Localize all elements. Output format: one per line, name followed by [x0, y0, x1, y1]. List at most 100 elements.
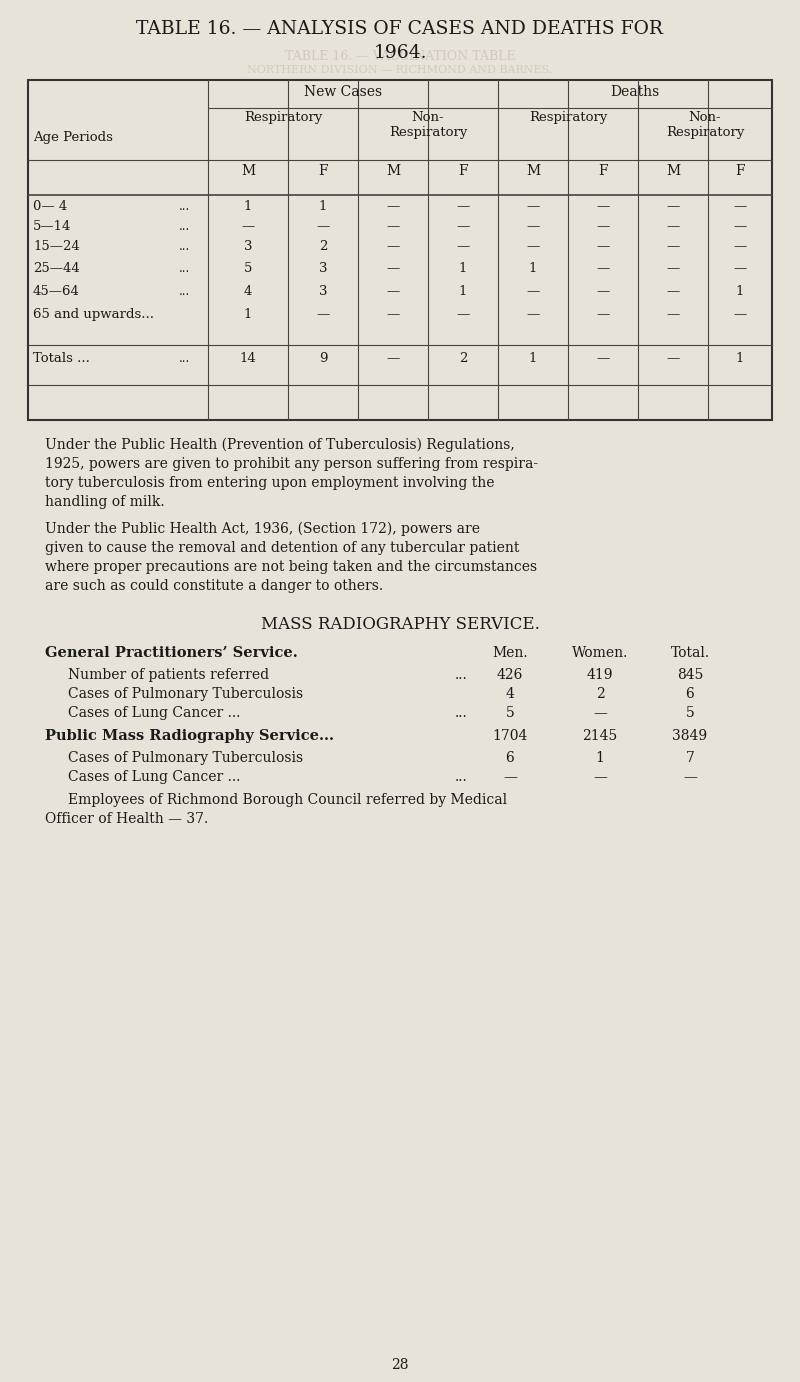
Text: 5: 5	[686, 706, 694, 720]
Text: —: —	[596, 263, 610, 275]
Text: —: —	[596, 352, 610, 365]
Text: F: F	[318, 164, 328, 178]
Text: 15—24: 15—24	[33, 240, 80, 253]
Text: Officer of Health — 37.: Officer of Health — 37.	[45, 813, 208, 826]
Text: —: —	[242, 220, 254, 234]
Text: MASS RADIOGRAPHY SERVICE.: MASS RADIOGRAPHY SERVICE.	[261, 616, 539, 633]
Text: —: —	[526, 200, 540, 213]
Text: Age Periods: Age Periods	[33, 131, 113, 144]
Text: tory tuberculosis from entering upon employment involving the: tory tuberculosis from entering upon emp…	[45, 475, 494, 491]
Text: TABLE 16. — VACCINATION TABLE: TABLE 16. — VACCINATION TABLE	[285, 50, 515, 64]
Text: 5—14: 5—14	[33, 220, 71, 234]
Text: —: —	[386, 200, 400, 213]
Text: Respiratory: Respiratory	[529, 111, 607, 124]
Text: —: —	[526, 240, 540, 253]
Text: 1925, powers are given to prohibit any person suffering from respira-: 1925, powers are given to prohibit any p…	[45, 457, 538, 471]
Text: Employees of Richmond Borough Council referred by Medical: Employees of Richmond Borough Council re…	[68, 793, 507, 807]
Text: —: —	[734, 240, 746, 253]
Text: 3: 3	[318, 263, 327, 275]
Text: Cases of Pulmonary Tuberculosis: Cases of Pulmonary Tuberculosis	[68, 687, 303, 701]
Text: —: —	[666, 220, 680, 234]
Text: M: M	[666, 164, 680, 178]
Text: ...: ...	[455, 668, 468, 681]
Text: M: M	[241, 164, 255, 178]
Text: —: —	[666, 200, 680, 213]
Text: where proper precautions are not being taken and the circumstances: where proper precautions are not being t…	[45, 560, 537, 574]
Text: 426: 426	[497, 668, 523, 681]
Text: —: —	[596, 240, 610, 253]
Text: 7: 7	[686, 750, 694, 766]
Text: —: —	[503, 770, 517, 784]
Text: Totals ...: Totals ...	[33, 352, 90, 365]
Text: 2: 2	[459, 352, 467, 365]
Text: 2: 2	[319, 240, 327, 253]
Text: 1964.: 1964.	[374, 44, 426, 62]
Text: handling of milk.: handling of milk.	[45, 495, 165, 509]
Text: 3: 3	[318, 285, 327, 299]
Text: —: —	[596, 285, 610, 299]
Text: 6: 6	[506, 750, 514, 766]
Text: Total.: Total.	[670, 645, 710, 661]
Text: ...: ...	[178, 220, 190, 234]
Text: ...: ...	[178, 240, 190, 253]
Text: Under the Public Health (Prevention of Tuberculosis) Regulations,: Under the Public Health (Prevention of T…	[45, 438, 514, 452]
Text: —: —	[526, 220, 540, 234]
Text: 1704: 1704	[492, 728, 528, 744]
Text: —: —	[386, 240, 400, 253]
Text: —: —	[316, 220, 330, 234]
Text: 25—44: 25—44	[33, 263, 80, 275]
Text: Deaths: Deaths	[610, 86, 660, 100]
Text: Non-
Respiratory: Non- Respiratory	[666, 111, 744, 140]
Text: 1: 1	[459, 285, 467, 299]
Text: —: —	[386, 352, 400, 365]
Text: General Practitioners’ Service.: General Practitioners’ Service.	[45, 645, 298, 661]
Text: —: —	[734, 263, 746, 275]
Text: 65 and upwards...: 65 and upwards...	[33, 308, 154, 321]
Text: ...: ...	[178, 263, 190, 275]
Text: —: —	[596, 308, 610, 321]
Text: ...: ...	[455, 706, 468, 720]
Text: 1: 1	[459, 263, 467, 275]
Text: —: —	[386, 263, 400, 275]
Text: 4: 4	[244, 285, 252, 299]
Text: 845: 845	[677, 668, 703, 681]
Text: 3849: 3849	[673, 728, 707, 744]
Text: ...: ...	[178, 200, 190, 213]
Text: New Cases: New Cases	[304, 86, 382, 100]
Text: Cases of Lung Cancer ...: Cases of Lung Cancer ...	[68, 770, 240, 784]
Text: 3: 3	[244, 240, 252, 253]
Text: Respiratory: Respiratory	[244, 111, 322, 124]
Text: —: —	[666, 285, 680, 299]
Text: F: F	[735, 164, 745, 178]
Text: —: —	[386, 308, 400, 321]
Text: Under the Public Health Act, 1936, (Section 172), powers are: Under the Public Health Act, 1936, (Sect…	[45, 522, 480, 536]
Text: 1: 1	[736, 285, 744, 299]
Text: Public Mass Radiography Service...: Public Mass Radiography Service...	[45, 728, 334, 744]
Text: 2: 2	[596, 687, 604, 701]
Text: 1: 1	[244, 308, 252, 321]
Text: —: —	[386, 285, 400, 299]
Text: Women.: Women.	[572, 645, 628, 661]
Text: 1: 1	[319, 200, 327, 213]
Text: —: —	[316, 308, 330, 321]
Text: M: M	[526, 164, 540, 178]
Bar	[28, 80, 772, 420]
Text: —: —	[386, 220, 400, 234]
Text: —: —	[734, 200, 746, 213]
Text: —: —	[734, 220, 746, 234]
Text: 6: 6	[686, 687, 694, 701]
Text: F: F	[598, 164, 608, 178]
Text: given to cause the removal and detention of any tubercular patient: given to cause the removal and detention…	[45, 540, 519, 556]
Text: F: F	[458, 164, 468, 178]
Text: 5: 5	[506, 706, 514, 720]
Text: 1: 1	[736, 352, 744, 365]
Text: 28: 28	[391, 1359, 409, 1372]
Text: 1: 1	[595, 750, 605, 766]
Text: Number of patients referred: Number of patients referred	[68, 668, 269, 681]
Text: 1: 1	[244, 200, 252, 213]
Text: —: —	[666, 263, 680, 275]
Text: Non-
Respiratory: Non- Respiratory	[389, 111, 467, 140]
Text: —: —	[456, 200, 470, 213]
Text: —: —	[593, 770, 607, 784]
Text: ...: ...	[455, 770, 468, 784]
